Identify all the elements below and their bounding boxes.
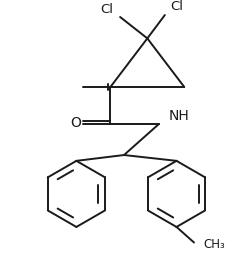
Text: O: O (70, 116, 81, 130)
Text: Cl: Cl (100, 3, 113, 16)
Text: Cl: Cl (170, 0, 183, 13)
Text: CH₃: CH₃ (204, 238, 226, 251)
Text: NH: NH (169, 109, 189, 123)
